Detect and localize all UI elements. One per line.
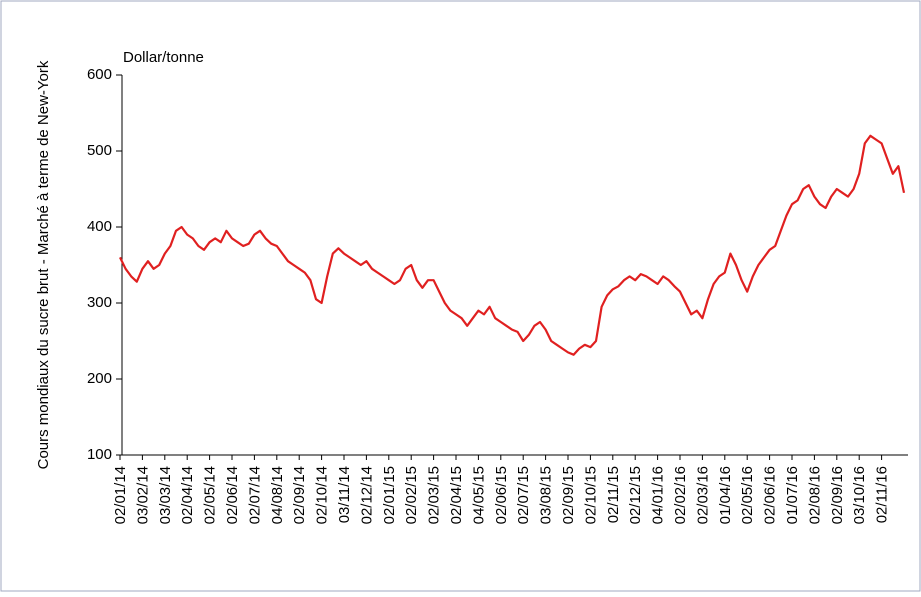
price-line [119, 134, 906, 356]
y-tick-label: 600 [87, 66, 112, 83]
x-tick-label: 02/09/14 [291, 466, 308, 524]
x-tick-label: 02/01/14 [112, 466, 129, 524]
unit-label: Dollar/tonne [123, 49, 204, 66]
x-tick-label: 01/04/16 [717, 466, 734, 524]
x-tick-label: 02/03/15 [426, 466, 443, 524]
x-tick-label: 02/06/14 [224, 466, 241, 524]
y-axis-title: Cours mondiaux du sucre brut - Marché à … [35, 60, 52, 469]
x-tick-label: 04/01/16 [650, 466, 667, 524]
x-tick-label: 02/07/14 [246, 466, 263, 524]
x-tick-label: 02/05/16 [739, 466, 756, 524]
x-tick-label: 02/06/15 [493, 466, 510, 524]
x-tick-label: 02/12/14 [358, 466, 375, 524]
x-tick-label: 02/07/15 [515, 466, 532, 524]
x-tick-label: 02/10/15 [582, 466, 599, 524]
y-tick-label: 200 [87, 370, 112, 387]
x-tick-label: 02/11/15 [605, 466, 622, 523]
x-tick-label: 02/10/14 [314, 466, 331, 524]
x-tick-label: 02/08/16 [806, 466, 823, 524]
y-tick-label: 400 [87, 218, 112, 235]
x-tick-label: 03/03/14 [157, 466, 174, 524]
x-tick-label: 02/11/16 [874, 466, 891, 523]
x-tick-label: 02/04/15 [448, 466, 465, 524]
x-tick-label: 03/02/14 [134, 466, 151, 524]
x-tick-label: 02/04/14 [179, 466, 196, 524]
x-tick-label: 02/09/16 [829, 466, 846, 524]
x-tick-label: 01/07/16 [784, 466, 801, 524]
x-tick-label: 04/05/15 [470, 466, 487, 524]
y-tick-label: 500 [87, 142, 112, 159]
x-tick-label: 02/12/15 [627, 466, 644, 524]
x-tick-label: 02/01/15 [381, 466, 398, 524]
x-tick-label: 03/10/16 [851, 466, 868, 524]
y-tick-label: 100 [87, 446, 112, 463]
x-tick-label: 02/03/16 [694, 466, 711, 524]
y-tick-label: 300 [87, 294, 112, 311]
x-tick-label: 02/05/14 [202, 466, 219, 524]
x-tick-label: 04/08/14 [269, 466, 286, 524]
x-tick-label: 02/02/16 [672, 466, 689, 524]
x-tick-label: 02/02/15 [403, 466, 420, 524]
x-tick-label: 02/06/16 [762, 466, 779, 524]
x-tick-label: 03/08/15 [538, 466, 555, 524]
x-tick-label: 02/09/15 [560, 466, 577, 524]
x-tick-label: 03/11/14 [336, 466, 353, 523]
